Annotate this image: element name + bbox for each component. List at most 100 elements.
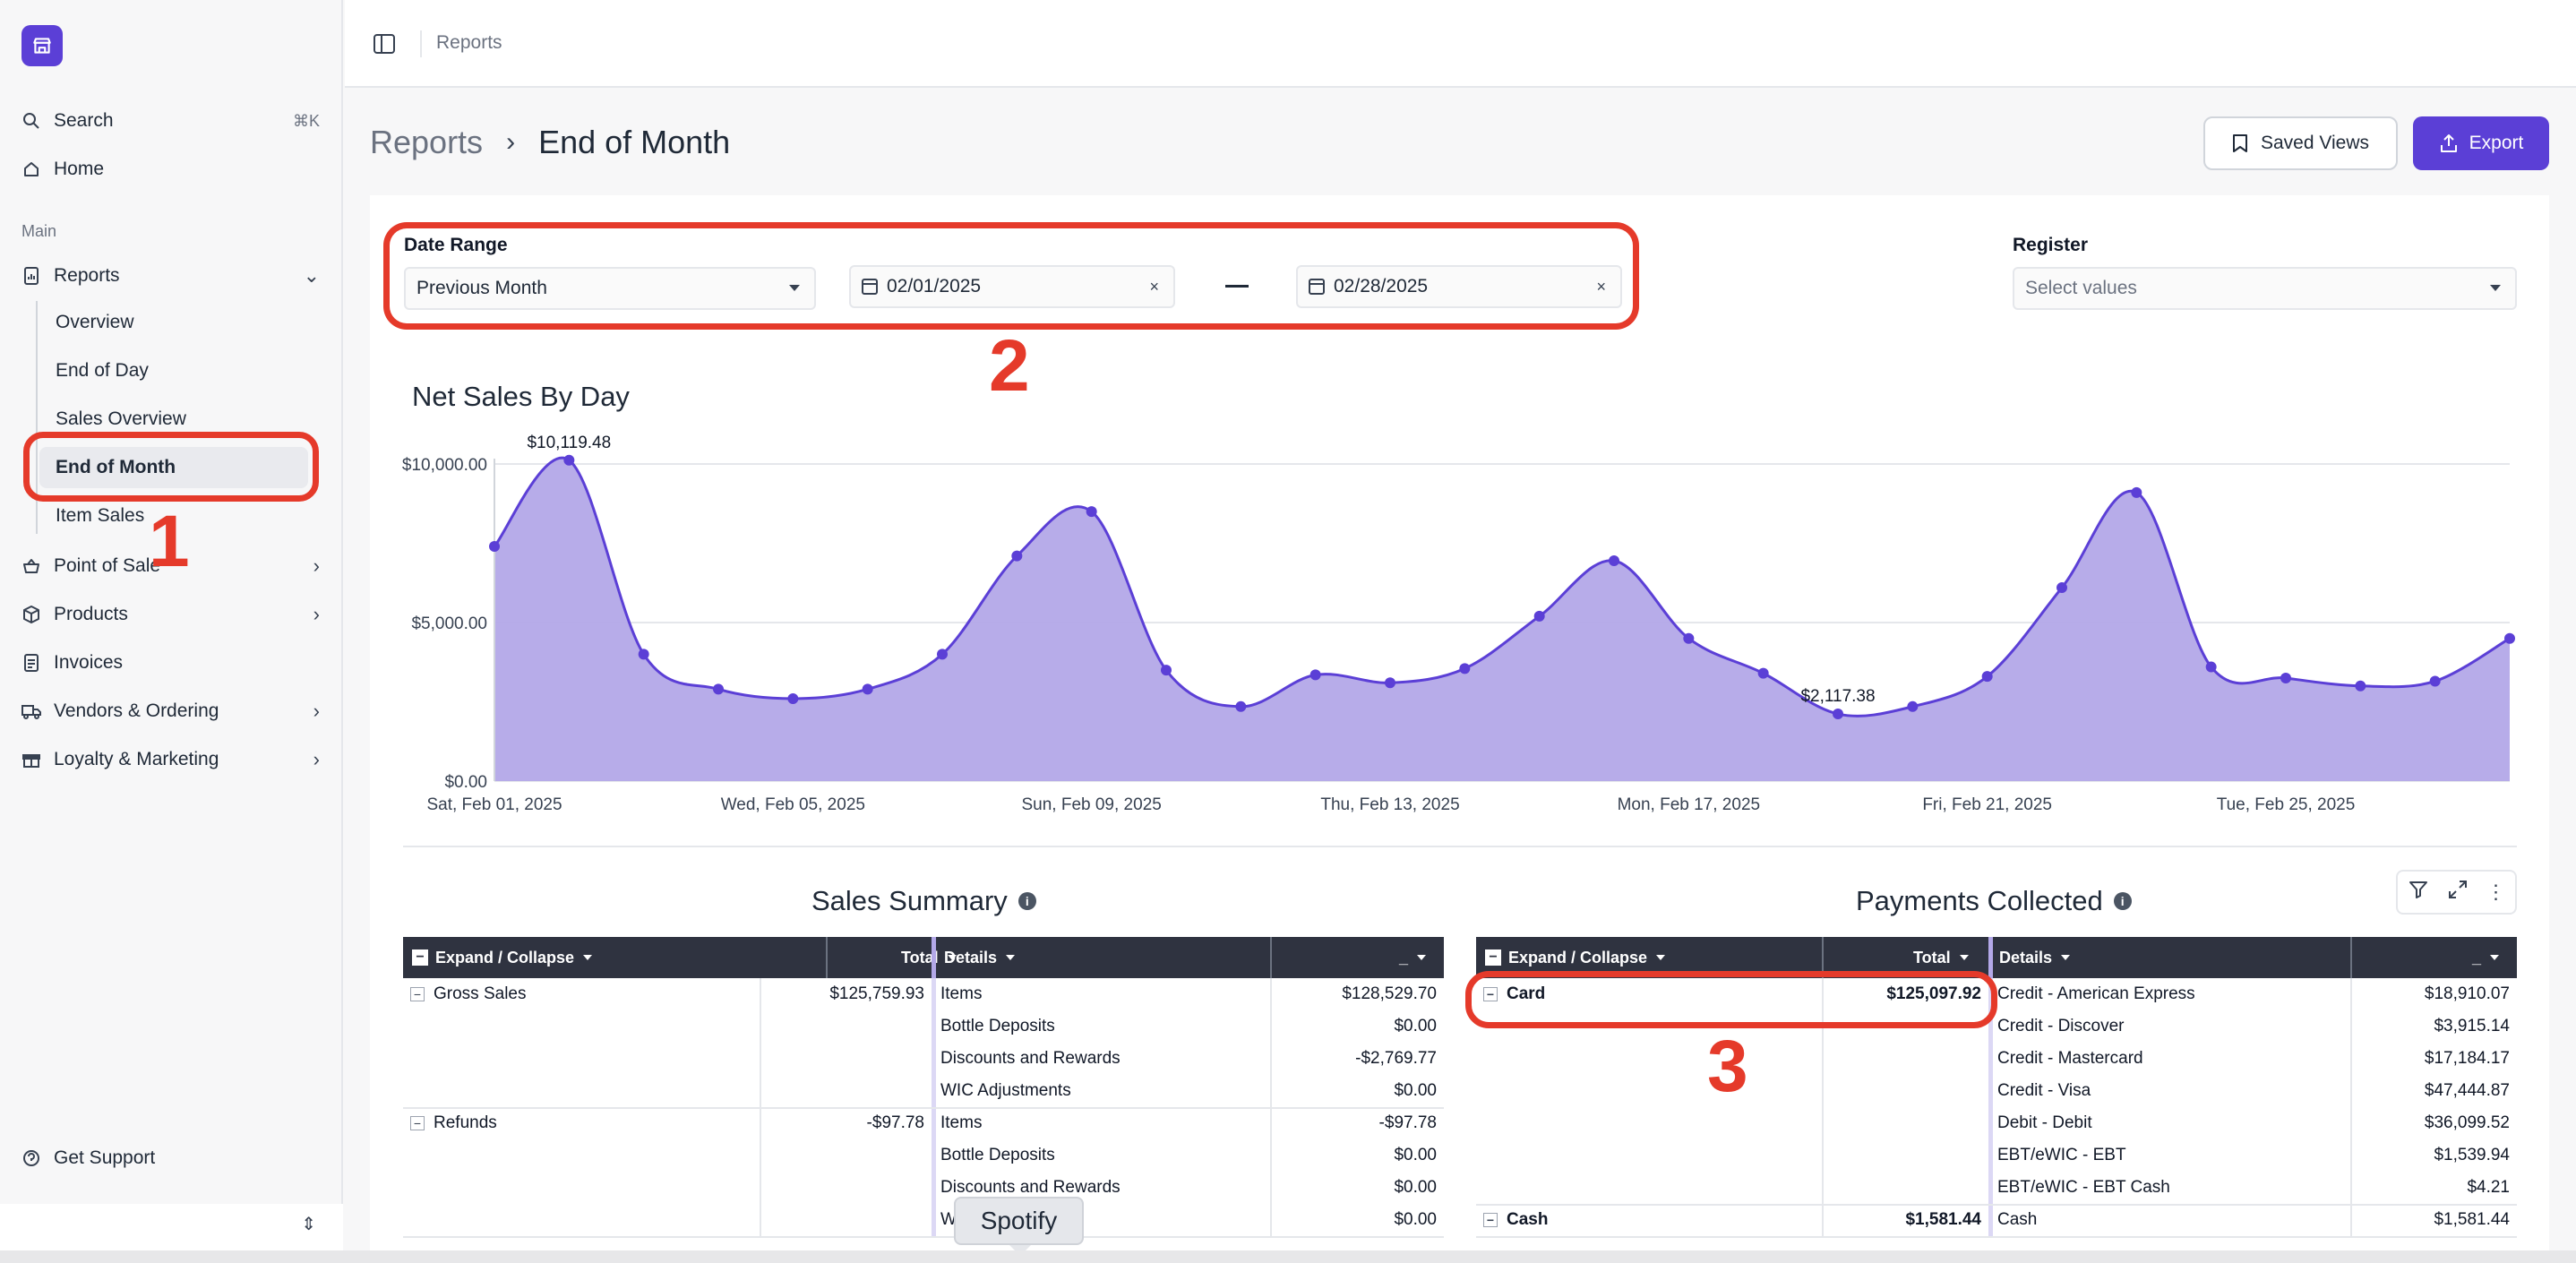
details-header[interactable]: Details (1999, 937, 2071, 978)
register-select[interactable]: Select values (2013, 267, 2517, 310)
sidebar-item-reports[interactable]: Reports ⌄ (21, 255, 320, 296)
chevron-right-icon: › (313, 603, 320, 625)
data-point (2205, 661, 2217, 673)
section-label-main: Main (21, 222, 57, 240)
sidebar-item-label: Vendors & Ordering (54, 700, 219, 721)
expand-collapse-header[interactable]: − Expand / Collapse (412, 937, 593, 978)
total-header[interactable]: Total (1913, 937, 1969, 978)
group-name[interactable]: − Refunds (410, 1107, 752, 1139)
search-icon (21, 111, 41, 131)
detail-value: $4.21 (2467, 1178, 2510, 1197)
x-tick-label: Sun, Feb 09, 2025 (1021, 795, 1161, 814)
date-range-select[interactable]: Previous Month (404, 267, 816, 310)
report-icon (21, 266, 41, 286)
chevron-right-icon: › (313, 700, 320, 722)
data-point (2280, 672, 2291, 683)
expand-collapse-header[interactable]: − Expand / Collapse (1485, 937, 1666, 978)
breadcrumb[interactable]: Reports (436, 32, 502, 53)
sidebar-item-support[interactable]: Get Support (21, 1138, 320, 1179)
collapse-icon[interactable]: − (1483, 1213, 1498, 1227)
gift-icon (21, 750, 41, 769)
export-button[interactable]: Export (2413, 116, 2549, 170)
column-divider (1988, 978, 1993, 1238)
calendar-icon (862, 279, 878, 295)
value-header[interactable]: _ (2472, 937, 2500, 978)
detail-value: $0.00 (1394, 1146, 1437, 1164)
submenu-rail (36, 301, 38, 534)
divider (420, 30, 422, 57)
data-point (489, 541, 500, 553)
group-total: $125,759.93 (829, 984, 924, 1003)
topbar: Reports (345, 0, 2576, 88)
group-name[interactable]: − Cash (1483, 1204, 1815, 1236)
breadcrumb-parent[interactable]: Reports (370, 124, 484, 160)
data-point (787, 692, 799, 704)
start-date-field[interactable]: 02/01/2025 × (849, 265, 1175, 308)
clear-icon[interactable]: × (1596, 277, 1606, 296)
divider (826, 937, 828, 978)
total-header[interactable]: Total (901, 937, 957, 978)
date-range-value: Previous Month (416, 278, 547, 298)
sidebar-subitem-sales-overview[interactable]: Sales Overview (56, 408, 186, 429)
x-tick-label: Wed, Feb 05, 2025 (721, 795, 865, 814)
payments-collected-title-text: Payments Collected (1856, 885, 2103, 916)
detail-label: Items (940, 984, 983, 1003)
sidebar-item-point-of-sale[interactable]: Point of Sale › (21, 546, 320, 587)
value-header[interactable]: _ (1399, 937, 1427, 978)
sidebar-item-vendors[interactable]: Vendors & Ordering › (21, 691, 320, 732)
export-label: Export (2469, 133, 2524, 153)
clear-icon[interactable]: × (1149, 277, 1159, 296)
group-total: -$97.78 (866, 1113, 924, 1132)
callout-number-3: 3 (1707, 1026, 1748, 1107)
data-point (1757, 667, 1769, 679)
area-fill (494, 458, 2510, 781)
collapse-icon[interactable]: − (410, 987, 425, 1001)
data-label: $2,117.38 (1800, 687, 1875, 706)
collapse-icon[interactable]: − (410, 1116, 425, 1130)
x-tick-label: Sat, Feb 01, 2025 (426, 795, 562, 814)
date-range-label: Date Range (404, 235, 508, 255)
data-point (2504, 632, 2515, 644)
expand-icon[interactable] (2448, 880, 2468, 905)
sidebar-item-invoices[interactable]: Invoices (21, 642, 320, 683)
net-sales-chart: $0.00 $5,000.00 $10,000.00 Sat, Feb 01, 202… (402, 434, 2515, 814)
more-options-icon[interactable]: ⋮ (2486, 881, 2506, 903)
sidebar-item-label: Home (54, 159, 105, 179)
sidebar-subitem-overview[interactable]: Overview (56, 312, 134, 332)
sidebar-subitem-end-of-day[interactable]: End of Day (56, 360, 149, 381)
x-tick-label: Tue, Feb 25, 2025 (2217, 795, 2356, 814)
details-header[interactable]: Details (944, 937, 1016, 978)
filter-icon[interactable] (2408, 879, 2429, 906)
detail-value: $3,915.14 (2434, 1017, 2510, 1035)
sidebar-toggle-icon[interactable] (374, 34, 395, 54)
account-switcher[interactable]: ⇕ (0, 1204, 343, 1250)
callout-box-3 (1465, 971, 1997, 1028)
app-logo[interactable] (21, 25, 63, 66)
collapse-icon[interactable]: − (1483, 987, 1498, 1001)
group-name[interactable]: − Gross Sales (410, 978, 752, 1010)
details-header-label: Details (1999, 948, 2053, 967)
data-point (1235, 700, 1247, 712)
group-name[interactable]: − Card (1483, 978, 1815, 1010)
callout-box-2-bottom (383, 269, 1639, 330)
y-tick-label: $0.00 (444, 773, 487, 792)
details-header-label: Details (944, 948, 998, 967)
info-icon[interactable]: i (1018, 892, 1036, 910)
sidebar-search[interactable]: Search ⌘K (21, 100, 320, 142)
sidebar-subitem-end-of-month[interactable]: End of Month (39, 447, 308, 488)
detail-value: $0.00 (1394, 1178, 1437, 1197)
info-icon[interactable]: i (2113, 892, 2132, 910)
end-date-field[interactable]: 02/28/2025 × (1296, 265, 1622, 308)
detail-value: $36,099.52 (2424, 1113, 2510, 1132)
chevron-updown-icon: ⇕ (301, 1215, 316, 1234)
sidebar-subitem-item-sales[interactable]: Item Sales (56, 505, 145, 526)
section-divider (403, 846, 2517, 847)
start-date-value: 02/01/2025 (887, 276, 982, 296)
register-placeholder: Select values (2025, 278, 2137, 298)
sidebar-item-home[interactable]: Home (21, 149, 320, 190)
sidebar-item-products[interactable]: Products › (21, 594, 320, 635)
data-point (1309, 669, 1321, 681)
sidebar-item-loyalty[interactable]: Loyalty & Marketing › (21, 739, 320, 780)
data-point (937, 649, 948, 660)
saved-views-button[interactable]: Saved Views (2203, 116, 2398, 170)
